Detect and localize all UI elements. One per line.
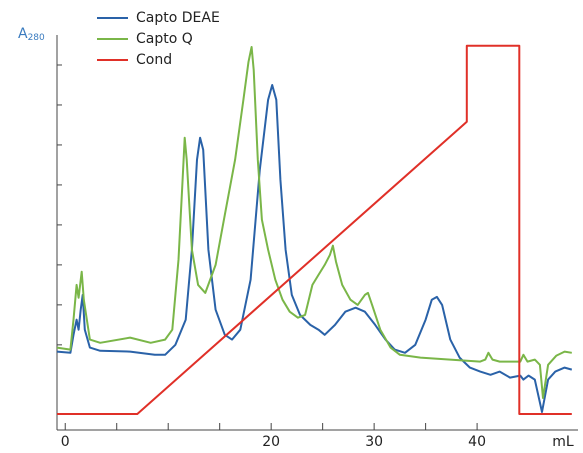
- x-tick-label: 0: [61, 434, 70, 450]
- legend-label: Cond: [136, 52, 172, 68]
- x-axis-label: mL: [552, 434, 574, 450]
- data-line: [56, 46, 572, 399]
- data-line: [56, 84, 573, 413]
- x-tick-label: 20: [262, 434, 280, 450]
- x-tick-label: 40: [468, 434, 486, 450]
- y-axis-label: A280: [18, 26, 45, 43]
- data-line: [57, 44, 572, 415]
- y-axis-label-main: A: [18, 26, 28, 42]
- x-tick-label: 30: [365, 434, 383, 450]
- y-axis-label-sub: 280: [28, 33, 45, 43]
- legend-label: Capto Q: [136, 31, 193, 47]
- legend-label: Capto DEAE: [136, 10, 220, 26]
